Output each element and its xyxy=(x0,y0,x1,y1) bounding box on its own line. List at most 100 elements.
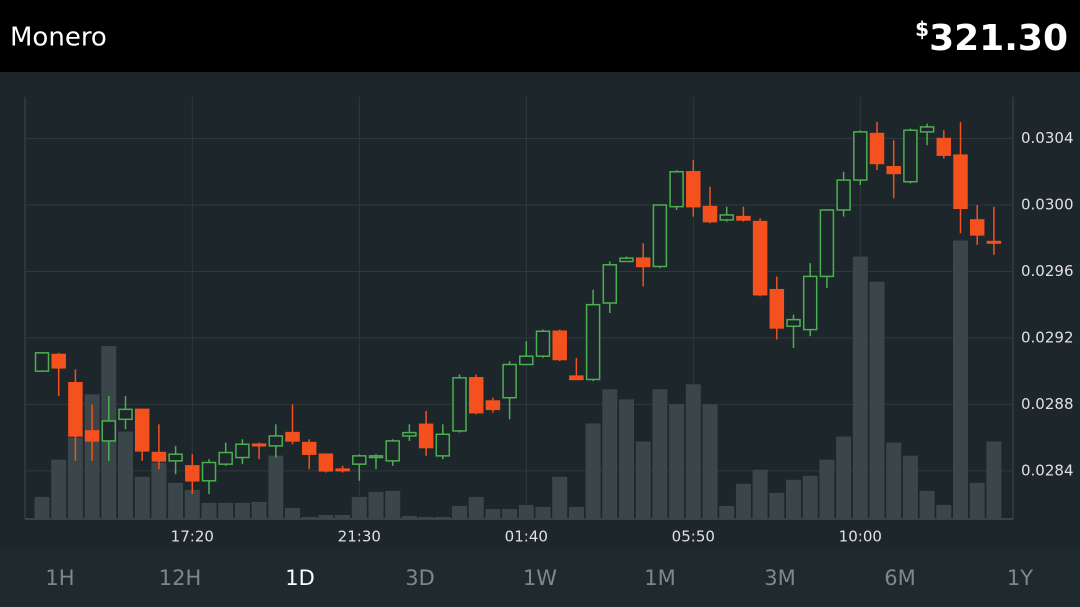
volume-bar xyxy=(869,281,885,519)
candle-body xyxy=(686,171,701,208)
volume-bar xyxy=(969,482,985,519)
time-range-tab[interactable]: 1Y xyxy=(1007,566,1033,590)
volume-bar xyxy=(986,441,1002,519)
volume-bar xyxy=(502,508,518,519)
candle-body xyxy=(385,440,400,462)
volume-bar xyxy=(552,476,568,519)
volume-bar xyxy=(852,256,868,519)
candle-body xyxy=(953,154,968,210)
volume-bar xyxy=(719,505,735,519)
volume-bar xyxy=(652,389,668,519)
volume-bar xyxy=(134,476,150,519)
volume-bar xyxy=(568,506,584,519)
candle-body xyxy=(585,303,601,381)
tab-bar xyxy=(0,548,1080,607)
time-range-tab[interactable]: 12H xyxy=(159,566,202,590)
volume-bar xyxy=(752,469,768,519)
candle-body xyxy=(986,240,1002,244)
candle-body xyxy=(352,455,367,465)
candle-body xyxy=(903,129,918,183)
candle-body xyxy=(268,435,284,447)
x-tick-label: 17:20 xyxy=(171,528,214,546)
candle-body xyxy=(969,219,985,236)
volume-bar xyxy=(401,515,417,519)
candle-body xyxy=(535,330,551,357)
time-range-tab[interactable]: 1W xyxy=(523,566,557,590)
volume-bar xyxy=(786,479,801,519)
time-range-tab[interactable]: 1H xyxy=(45,566,74,590)
volume-bar xyxy=(602,389,618,519)
x-tick-label: 01:40 xyxy=(505,528,548,546)
volume-bar xyxy=(919,490,935,519)
candle-body xyxy=(853,131,868,181)
candle-body xyxy=(819,209,835,278)
volume-bar xyxy=(535,506,551,519)
x-tick-label: 10:00 xyxy=(839,528,882,546)
volume-bar xyxy=(201,502,217,519)
candle-body xyxy=(669,171,684,208)
x-tick-label: 05:50 xyxy=(672,528,715,546)
volume-bar xyxy=(67,437,83,519)
currency-symbol: $ xyxy=(915,17,929,41)
candle-body xyxy=(251,443,267,447)
candle-body xyxy=(34,352,50,372)
candle-body xyxy=(101,420,117,442)
time-range-tab[interactable]: 6M xyxy=(884,566,915,590)
candle-body xyxy=(886,166,901,175)
candle-body xyxy=(68,382,83,437)
candle-body xyxy=(84,430,100,442)
price-value: 321.30 xyxy=(929,18,1068,59)
volume-bar xyxy=(953,240,968,520)
price: $321.30 xyxy=(915,17,1068,60)
time-range-tab[interactable]: 1D xyxy=(285,566,315,590)
time-range-tab[interactable]: 3M xyxy=(764,566,795,590)
candle-body xyxy=(218,451,233,465)
candle-body xyxy=(485,400,501,411)
candle-body xyxy=(502,363,517,399)
candle-body xyxy=(752,220,768,296)
candle-body xyxy=(151,451,167,462)
candle-body xyxy=(736,215,751,221)
candle-body xyxy=(468,377,484,414)
volume-bar xyxy=(351,496,367,519)
candle-body xyxy=(134,408,150,452)
volume-bar xyxy=(184,489,200,519)
candle-body xyxy=(836,179,851,211)
volume-bar xyxy=(385,490,401,519)
candle-body xyxy=(702,205,718,223)
y-tick-label: 0.0288 xyxy=(1021,395,1074,413)
volume-bar xyxy=(34,496,50,519)
candle-body xyxy=(435,433,451,457)
candle-body xyxy=(919,126,935,133)
candle-body xyxy=(118,408,133,421)
y-tick-label: 0.0296 xyxy=(1021,262,1074,280)
time-range-tab[interactable]: 1M xyxy=(644,566,675,590)
volume-bar xyxy=(168,482,184,519)
time-range-tab[interactable]: 3D xyxy=(405,566,435,590)
volume-bar xyxy=(635,441,651,519)
volume-bar xyxy=(769,492,785,519)
candle-body xyxy=(452,377,467,432)
candle-body xyxy=(802,275,818,331)
candle-body xyxy=(786,318,801,328)
candle-body xyxy=(569,375,584,381)
y-tick-label: 0.0304 xyxy=(1021,129,1074,147)
volume-bar xyxy=(669,404,685,519)
volume-bar xyxy=(51,459,67,519)
candle-body xyxy=(652,204,668,268)
candle-body xyxy=(519,355,534,366)
volume-bar xyxy=(836,436,852,519)
volume-bar xyxy=(452,505,467,519)
volume-bar xyxy=(118,431,133,519)
candle-body xyxy=(335,468,350,472)
candle-body xyxy=(619,257,634,263)
volume-bar xyxy=(151,462,167,519)
volume-bar xyxy=(285,507,300,519)
volume-bar xyxy=(468,496,484,519)
candle-body xyxy=(402,431,417,437)
volume-bar xyxy=(234,502,250,519)
header-bar xyxy=(0,0,1080,72)
volume-bar xyxy=(585,423,601,519)
volume-bar xyxy=(301,516,317,519)
candle-body xyxy=(301,441,317,455)
